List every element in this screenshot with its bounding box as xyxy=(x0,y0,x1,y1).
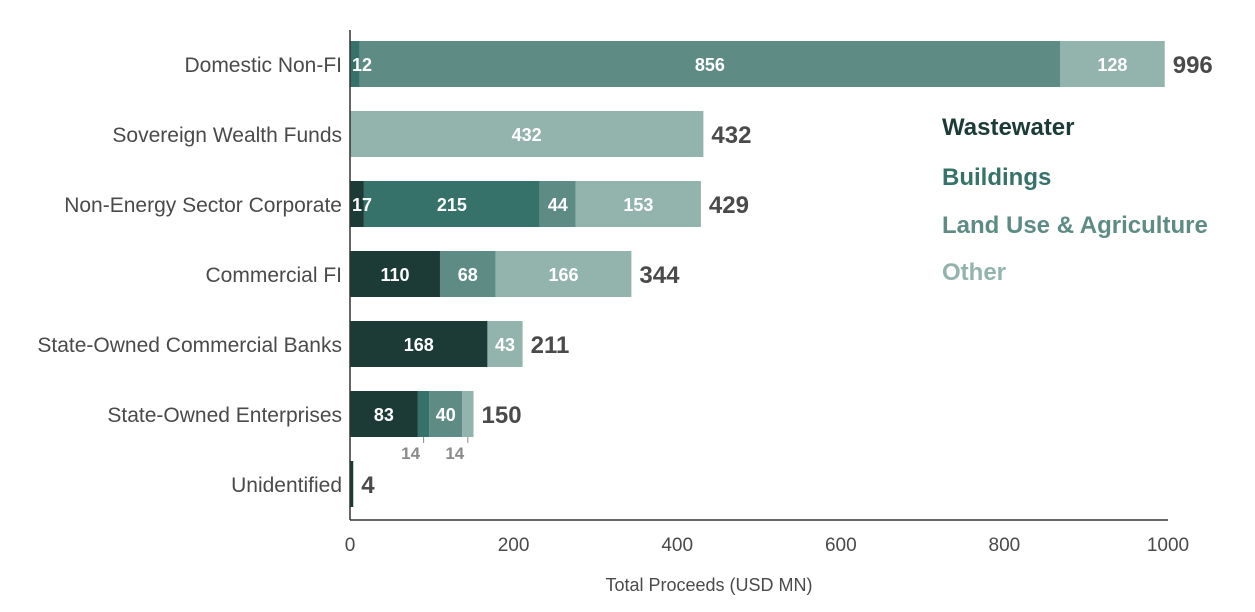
x-axis-ticks: 0 200 400 600 800 1000 xyxy=(345,535,1189,556)
segment-label-state-owned-enterprises-land-use-agriculture: 40 xyxy=(436,405,456,425)
x-tick-label-200: 200 xyxy=(498,535,530,556)
bar-unidentified-wastewater xyxy=(350,461,354,507)
segment-label-state-owned-commercial-banks-other: 43 xyxy=(495,335,515,355)
segment-label-non-energy-sector-corporate-buildings: 215 xyxy=(437,195,467,215)
segment-label-non-energy-sector-corporate-wastewater: 17 xyxy=(352,195,372,215)
bar-non-energy-sector-corporate-buildings xyxy=(363,181,540,227)
below-label-state-owned-enterprises-buildings: 14 xyxy=(401,444,420,463)
x-tick-label-1000: 1000 xyxy=(1147,535,1189,556)
bar-sovereign-wealth-funds-other xyxy=(350,111,704,157)
total-label-commercial-fi: 344 xyxy=(639,262,680,289)
total-label-non-energy-sector-corporate: 429 xyxy=(709,192,749,219)
bar-domestic-non-fi-buildings xyxy=(350,41,360,87)
category-label-commercial-fi: Commercial FI xyxy=(205,264,342,287)
bar-non-energy-sector-corporate-land-use-agriculture xyxy=(539,181,576,227)
x-axis-title: Total Proceeds (USD MN) xyxy=(605,575,812,595)
below-label-state-owned-enterprises-other: 14 xyxy=(445,444,464,463)
category-labels: Domestic Non-FI Sovereign Wealth Funds Non… xyxy=(37,54,342,497)
segment-label-non-energy-sector-corporate-other: 153 xyxy=(623,195,653,215)
category-label-non-energy-sector-corporate: Non-Energy Sector Corporate xyxy=(64,194,342,217)
segment-label-domestic-non-fi-buildings: 12 xyxy=(352,55,372,75)
category-label-sovereign-wealth-funds: Sovereign Wealth Funds xyxy=(112,124,342,147)
total-label-sovereign-wealth-funds: 432 xyxy=(711,122,751,149)
total-label-state-owned-enterprises: 150 xyxy=(482,402,522,429)
bar-non-energy-sector-corporate-wastewater xyxy=(350,181,364,227)
category-label-state-owned-enterprises: State-Owned Enterprises xyxy=(107,404,342,427)
legend-item-other: Other xyxy=(942,259,1006,286)
total-label-state-owned-commercial-banks: 211 xyxy=(531,332,570,359)
bar-domestic-non-fi-land-use-agriculture xyxy=(359,41,1061,87)
legend-item-buildings: Buildings xyxy=(942,164,1051,191)
category-label-state-owned-commercial-banks: State-Owned Commercial Banks xyxy=(37,334,342,357)
segment-label-non-energy-sector-corporate-land-use-agriculture: 44 xyxy=(548,195,568,215)
bar-non-energy-sector-corporate-other xyxy=(575,181,701,227)
legend-item-wastewater: Wastewater xyxy=(942,114,1075,141)
bar-commercial-fi-other xyxy=(495,251,632,297)
bar-state-owned-commercial-banks-wastewater xyxy=(350,321,488,367)
segment-label-domestic-non-fi-land-use-agriculture: 856 xyxy=(695,55,725,75)
x-tick-label-600: 600 xyxy=(825,535,857,556)
total-label-domestic-non-fi: 996 xyxy=(1173,52,1213,79)
bar-state-owned-enterprises-land-use-agriculture xyxy=(429,391,463,437)
bar-state-owned-enterprises-buildings xyxy=(417,391,430,437)
x-tick-label-800: 800 xyxy=(989,535,1021,556)
bar-state-owned-enterprises-wastewater xyxy=(350,391,418,437)
total-label-unidentified: 4 xyxy=(361,472,375,499)
category-label-domestic-non-fi: Domestic Non-FI xyxy=(184,54,342,77)
segment-label-commercial-fi-land-use-agriculture: 68 xyxy=(458,265,478,285)
bar-domestic-non-fi-other xyxy=(1060,41,1165,87)
bar-commercial-fi-land-use-agriculture xyxy=(439,251,496,297)
segment-label-state-owned-enterprises-wastewater: 83 xyxy=(374,405,394,425)
category-label-unidentified: Unidentified xyxy=(231,474,342,497)
bar-commercial-fi-wastewater xyxy=(350,251,440,297)
bars xyxy=(350,41,1165,507)
segment-label-commercial-fi-other: 166 xyxy=(548,265,578,285)
bar-state-owned-enterprises-other xyxy=(462,391,474,437)
segment-label-domestic-non-fi-other: 128 xyxy=(1097,55,1127,75)
segment-label-commercial-fi-wastewater: 110 xyxy=(380,265,409,285)
segment-labels: 12 856 128 432 17 215 44 153 110 68 166 168 43 83 40 14… xyxy=(352,55,1127,463)
legend-item-land-use-agriculture: Land Use & Agriculture xyxy=(942,212,1208,239)
total-labels: 996 432 429 344 211 150 4 xyxy=(361,52,1213,499)
bar-state-owned-commercial-banks-other xyxy=(487,321,523,367)
x-tick-label-400: 400 xyxy=(661,535,693,556)
segment-label-sovereign-wealth-funds-other: 432 xyxy=(512,125,542,145)
legend: Wastewater Buildings Land Use & Agricultur… xyxy=(942,114,1208,286)
x-tick-label-0: 0 xyxy=(345,535,356,556)
segment-label-state-owned-commercial-banks-wastewater: 168 xyxy=(404,335,434,355)
